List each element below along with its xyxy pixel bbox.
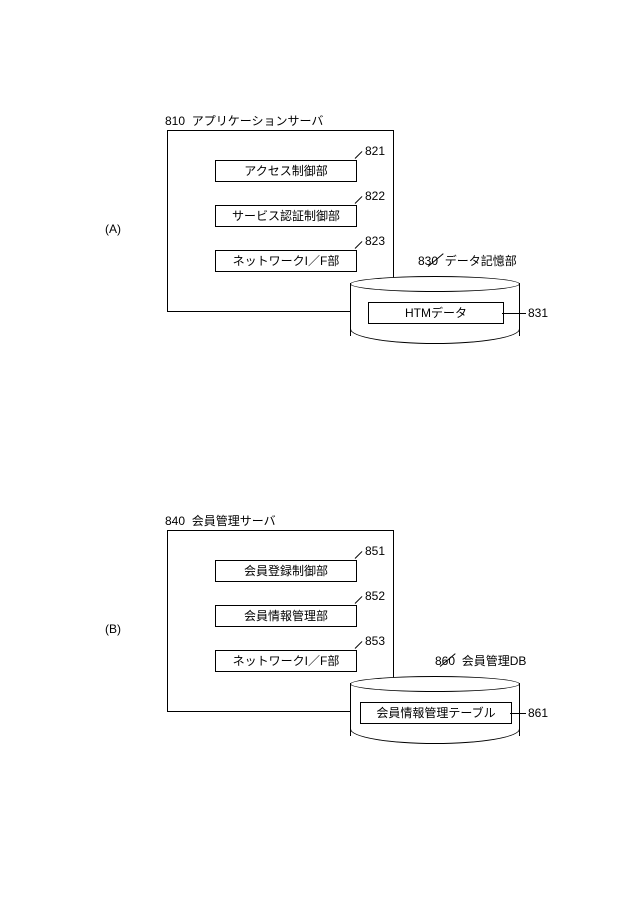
ref-822: 822 [365, 189, 385, 203]
section-b-label: (B) [105, 622, 121, 636]
box-852: 会員情報管理部 [215, 605, 357, 627]
box-831: HTMデータ [368, 302, 504, 324]
db-b-title: 860 会員管理DB [435, 652, 526, 669]
ref-853: 853 [365, 634, 385, 648]
db-b-name: 会員管理DB [462, 654, 527, 668]
box-853: ネットワークI／F部 [215, 650, 357, 672]
box-861: 会員情報管理テーブル [360, 702, 512, 724]
db-a-cyl-bottom [350, 329, 520, 344]
db-a-name: データ記憶部 [445, 254, 517, 268]
section-a-label: (A) [105, 222, 121, 236]
ref-861: 861 [528, 706, 548, 720]
ref-821: 821 [365, 144, 385, 158]
server-a-title: 810 アプリケーションサーバ [165, 112, 323, 129]
box-822: サービス認証制御部 [215, 205, 357, 227]
ref-823: 823 [365, 234, 385, 248]
lead-831 [502, 313, 526, 314]
server-a-name: アプリケーションサーバ [192, 114, 324, 128]
ref-852: 852 [365, 589, 385, 603]
ref-831: 831 [528, 306, 548, 320]
server-a-ref: 810 [165, 114, 185, 128]
db-b-cyl-bottom [350, 729, 520, 744]
server-b-title: 840 会員管理サーバ [165, 512, 276, 529]
ref-851: 851 [365, 544, 385, 558]
db-b-cyl-top [350, 676, 520, 692]
box-851: 会員登録制御部 [215, 560, 357, 582]
box-821: アクセス制御部 [215, 160, 357, 182]
server-b-ref: 840 [165, 514, 185, 528]
db-a-cyl-top [350, 276, 520, 292]
lead-861 [510, 713, 526, 714]
server-b-name: 会員管理サーバ [192, 514, 276, 528]
box-823: ネットワークI／F部 [215, 250, 357, 272]
